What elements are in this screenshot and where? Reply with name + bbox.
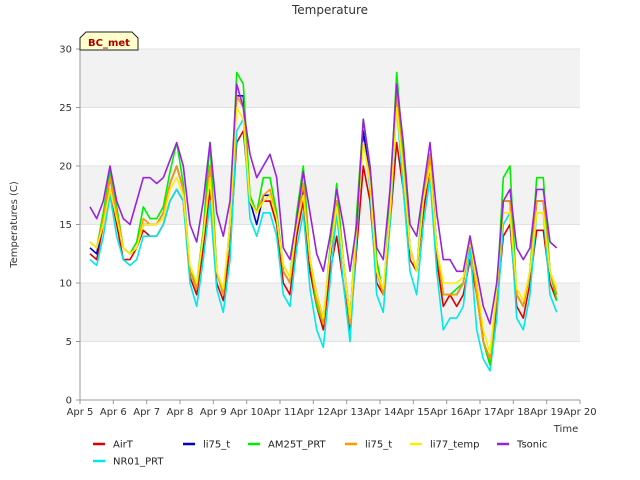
x-axis-label: Time [553,424,578,435]
y-axis-label: Temperatures (C) [9,181,20,269]
grid-band [80,49,580,108]
y-tick-label: 30 [59,45,72,56]
x-tick-label: Apr 17 [463,407,496,418]
x-tick-label: Apr 13 [330,407,363,418]
series-line-7 [89,83,558,325]
x-tick-label: Apr 9 [200,407,227,418]
series-line-5 [89,95,558,360]
x-tick-label: Apr 19 [530,407,563,418]
legend-entry: li75_t [365,440,392,451]
y-tick-label: 0 [66,396,72,407]
legend-entry: li75_t [203,440,230,451]
x-tick-label: Apr 10 [230,407,263,418]
series-line-6 [89,106,558,355]
x-tick-label: Apr 8 [167,407,194,418]
grid-band [80,283,580,342]
x-tick-label: Apr 11 [263,407,296,418]
x-tick-label: Apr 14 [363,407,396,418]
y-tick-label: 25 [59,103,72,114]
badge-shape [79,31,139,51]
x-tick-label: Apr 15 [397,407,430,418]
legend: AirT NR01_PRT li75_t AM25T_PRT li75_t li77_te… [93,440,547,468]
y-tick-label: 5 [66,337,72,348]
station-badge: BC_met [79,31,139,51]
x-tick-label: Apr 5 [67,407,94,418]
x-tick-label: Apr 20 [563,407,596,418]
y-tick-label: 15 [59,220,72,231]
legend-entry: AirT [113,440,134,451]
legend-entry: NR01_PRT [113,457,164,468]
x-tick-label: Apr 6 [100,407,127,418]
legend-entry: li77_temp [430,440,479,451]
x-tick-label: Apr 12 [297,407,330,418]
legend-entry: AM25T_PRT [268,440,327,451]
series-line-2 [89,106,558,372]
x-tick-label: Apr 7 [133,407,160,418]
x-tick-label: Apr 16 [430,407,463,418]
legend-entry: Tsonic [516,440,547,451]
y-tick-label: 10 [59,279,72,290]
y-tick-label: 20 [59,162,72,173]
badge-label: BC_met [88,38,130,49]
x-tick-label: Apr 18 [497,407,530,418]
chart-title: Temperature [291,3,368,17]
